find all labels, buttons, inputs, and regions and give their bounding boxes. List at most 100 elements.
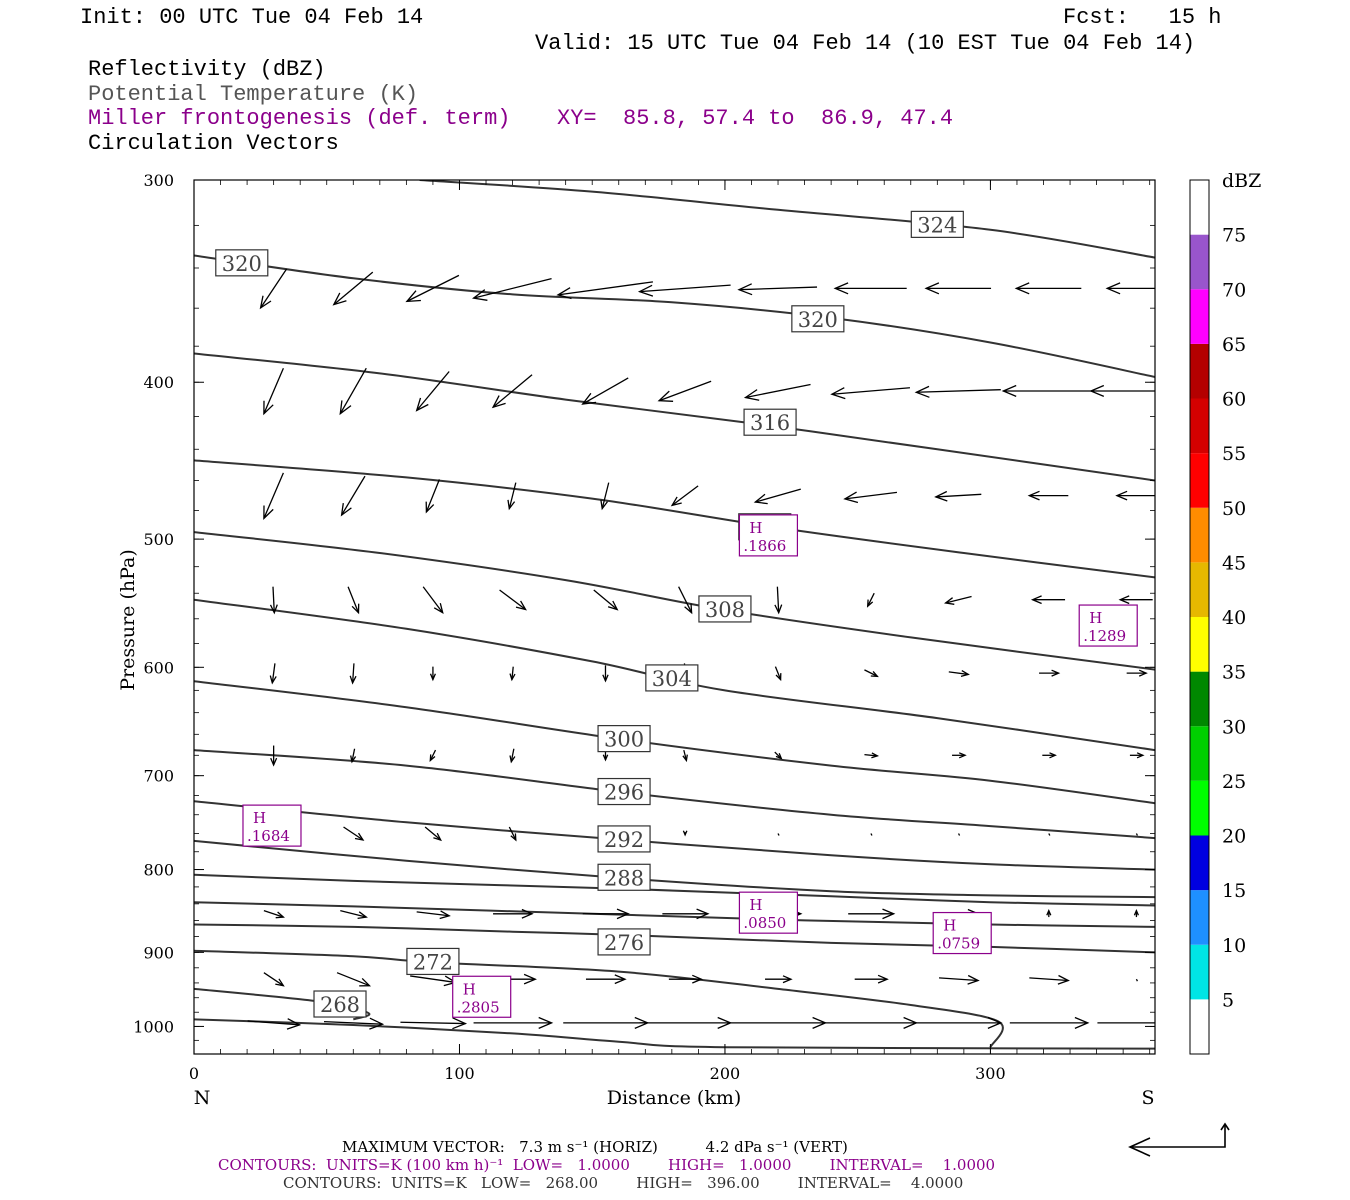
vector-shaft [916, 389, 1001, 393]
theta-contour-280 [194, 901, 1155, 928]
vector-shaft [416, 371, 450, 411]
colorbar-segment [1190, 180, 1209, 235]
circulation-vector [416, 910, 451, 920]
vector-shaft [333, 271, 374, 306]
circulation-vector [405, 274, 460, 303]
y-tick-label: 800 [143, 861, 174, 880]
vector-head [737, 283, 753, 296]
x-tick-label: 100 [444, 1064, 475, 1083]
vector-head [830, 387, 846, 400]
x-tick-label: 300 [975, 1064, 1006, 1083]
circulation-vector [943, 595, 972, 605]
circulation-vector [600, 482, 610, 511]
vector-shaft [844, 491, 898, 500]
circulation-vector [347, 586, 360, 615]
vector-head [870, 670, 879, 678]
colorbar-frame [1189, 179, 1210, 1055]
colorbar-label: 35 [1222, 662, 1246, 684]
circulation-vector [263, 972, 285, 987]
high-box [452, 975, 512, 1018]
y-tick-label: 300 [143, 171, 174, 190]
vector-shaft [247, 1020, 300, 1026]
colorbar-segment [1190, 507, 1209, 563]
circulation-vector [410, 975, 458, 987]
circulation-vector [864, 669, 879, 678]
y-tick-label: 600 [143, 658, 174, 677]
vector-head [924, 282, 940, 295]
circulation-vector [400, 1017, 468, 1030]
plot-area [194, 180, 1155, 1050]
vector-shaft [263, 367, 284, 414]
vector-head [1089, 384, 1105, 397]
vector-shaft [1029, 977, 1069, 982]
circulation-vector [493, 908, 534, 919]
vector-head [1115, 490, 1128, 501]
circulation-vector [678, 586, 693, 615]
y-tick-label: 700 [143, 767, 174, 786]
vector-head [263, 400, 274, 416]
vector-head [415, 397, 429, 412]
vector-shaft [351, 748, 356, 762]
vector-head [1074, 1016, 1090, 1029]
vector-shaft [870, 833, 873, 836]
vector-shaft [400, 1021, 466, 1025]
vector-shaft [429, 749, 437, 761]
vector-shaft [774, 666, 782, 680]
theta-label-box [910, 210, 964, 238]
circulation-vector [854, 974, 889, 984]
circulation-vector [682, 830, 688, 837]
circulation-vector [866, 592, 875, 608]
vector-head [871, 752, 880, 759]
vector-head [753, 493, 768, 505]
circulation-vector [637, 284, 731, 297]
vector-head [682, 754, 688, 763]
colorbar-segment [1190, 944, 1209, 1000]
vector-shaft [508, 482, 517, 509]
vector-shaft [511, 666, 514, 680]
circulation-vector [509, 666, 516, 682]
vector-head [405, 290, 421, 303]
circulation-vector [1115, 490, 1155, 501]
field-theta: Potential Temperature (K) [88, 82, 419, 107]
circulation-vector [864, 752, 880, 759]
vector-head [616, 908, 630, 920]
vector-head [657, 390, 674, 402]
circulation-vector [602, 750, 609, 762]
vector-head [354, 832, 365, 841]
circulation-vector [737, 283, 818, 296]
colorbar-segment [1190, 453, 1209, 508]
x-tick-label: 0 [189, 1064, 199, 1083]
vector-head [696, 908, 710, 920]
vector-shaft [671, 485, 699, 506]
circulation-vector [916, 1016, 1003, 1029]
circulation-vector [429, 749, 437, 762]
vector-shaft [272, 586, 275, 613]
circulation-vector [581, 377, 629, 405]
circulation-vector [952, 752, 967, 759]
circulation-vector [593, 589, 619, 611]
vector-shaft [957, 833, 961, 836]
circulation-vector [269, 586, 278, 615]
colorbar-label: 15 [1222, 880, 1246, 902]
vector-head [1057, 974, 1070, 985]
vector-head [425, 501, 435, 514]
vector-head [600, 499, 609, 511]
circulation-vector [833, 282, 907, 295]
theta-label-box [743, 408, 797, 436]
vector-head [1027, 490, 1040, 501]
circulation-vector [1046, 908, 1052, 918]
circulation-vector [473, 1016, 554, 1029]
colorbar-label: 30 [1222, 716, 1246, 738]
vector-head [332, 292, 347, 306]
vector-shaft [406, 274, 460, 302]
theta-contour-276 [194, 923, 1155, 954]
circulation-vector [1001, 384, 1095, 397]
high-letter: H [463, 980, 476, 998]
vector-head [521, 908, 534, 919]
vector-shaft [499, 589, 526, 610]
circulation-vector [343, 826, 365, 841]
circulation-vector [499, 589, 527, 611]
colorbar-label: 45 [1222, 552, 1246, 574]
maximum-vector-note: MAXIMUM VECTOR: 7.3 m s⁻¹ (HORIZ) 4.2 dP… [342, 1138, 848, 1156]
vector-head [774, 604, 783, 615]
